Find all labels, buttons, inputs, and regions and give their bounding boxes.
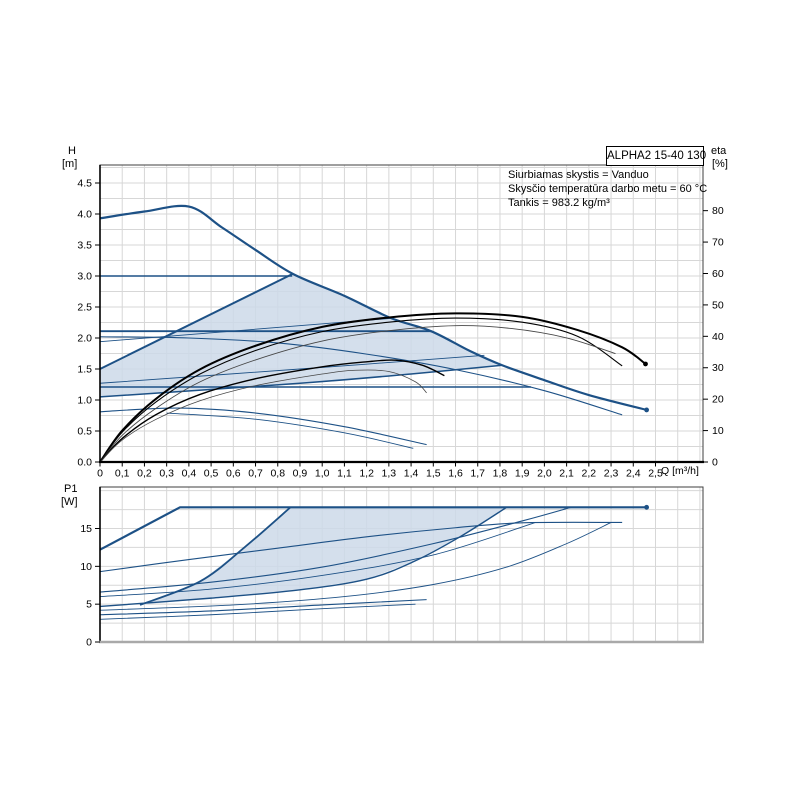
y-left-tick-label: 4.0 (77, 208, 92, 220)
x-tick-label: 0,1 (115, 468, 130, 480)
x-tick-label: 0 (97, 468, 103, 480)
y-left-tick-label: 3.5 (77, 239, 92, 251)
y-left-tick-label: 2.0 (77, 332, 92, 344)
max-speed-curve-end-marker (644, 407, 650, 413)
y-left-tick-label: 0.5 (77, 425, 92, 437)
y-left-tick-label: 4.5 (77, 177, 92, 189)
eta-curve-3 (99, 325, 616, 463)
x-tick-label: 1,2 (359, 468, 374, 480)
y-left-tick-label: 10 (80, 561, 92, 573)
x-tick-label: 2,5 (648, 468, 663, 480)
y-right-tick-label: 50 (712, 299, 724, 311)
info-line-liquid: Siurbiamas skystis = Vanduo (508, 169, 649, 181)
y-left-tick-label: 3.0 (77, 270, 92, 282)
info-line-density: Tankis = 983.2 kg/m³ (508, 197, 610, 209)
h-axis-title: H (68, 145, 76, 157)
max-speed-curve (99, 204, 647, 411)
q-axis-label: Q [m³/h] (661, 465, 699, 477)
qh-eta-chart-group: 0 0,1 0,2 0,3 0,4 0,5 0,6 0,7 0,8 0,9 1,0 1,1 1,2 1,3… (77, 164, 724, 480)
p1-const-pressure-3 (99, 506, 572, 593)
p1-autoadapt-bottom (99, 506, 507, 608)
y-left-tick-label: 15 (80, 523, 92, 535)
x-tick-label: 0,8 (270, 468, 285, 480)
p1-speed-2 (99, 521, 623, 573)
eta-curve-mid (99, 359, 445, 463)
y-right-tick-label: 80 (712, 205, 724, 217)
p1-max-speed (99, 506, 647, 551)
x-tick-label: 1,1 (337, 468, 352, 480)
x-tick-label: 0,2 (137, 468, 152, 480)
x-tick-label: 0,4 (182, 468, 197, 480)
x-tick-label: 0,3 (159, 468, 174, 480)
eta-curve-low (99, 369, 427, 463)
p1-max-speed-end-marker (644, 504, 650, 510)
x-tick-label: 1,0 (315, 468, 330, 480)
x-tick-label: 1,3 (382, 468, 397, 480)
y-right-tick-label: 0 (712, 457, 718, 469)
x-tick-label: 2,2 (582, 468, 597, 480)
x-tick-label: 1,6 (448, 468, 463, 480)
y-left-tick-label: 0.0 (77, 457, 92, 469)
x-tick-label: 1,8 (493, 468, 508, 480)
y-right-tick-label: 70 (712, 237, 724, 249)
y-right-tick-label: 60 (712, 268, 724, 280)
x-tick-label: 0,7 (248, 468, 263, 480)
p1-axis-title: P1 (64, 483, 78, 495)
x-tick-label: 1,7 (470, 468, 485, 480)
eta-curve-1 (99, 312, 647, 463)
p1-chart-group: 0 5 10 15 (80, 486, 704, 649)
liquid-info-block: Siurbiamas skystis = Vanduo Skysčio temp… (508, 168, 707, 210)
eta-axis-title: eta (711, 145, 727, 157)
x-tick-label: 0,6 (226, 468, 241, 480)
x-tick-label: 2,1 (559, 468, 574, 480)
y-right-tick-label: 40 (712, 331, 724, 343)
y-left-tick-label: 0 (86, 637, 92, 649)
eta-axis-unit: [%] (712, 158, 728, 170)
p1-speed-1b (99, 603, 416, 620)
y-left-tick-label: 5 (86, 599, 92, 611)
x-tick-label: 0,9 (293, 468, 308, 480)
p1-speed-1a (99, 599, 427, 616)
y-left-tick-label: 1.5 (77, 363, 92, 375)
pump-name-box: ALPHA2 15-40 130 (606, 146, 707, 166)
pump-name: ALPHA2 15-40 130 (607, 150, 707, 162)
operating-range-shade (100, 274, 503, 397)
x-tick-label: 2,0 (537, 468, 552, 480)
prop-pressure-mid (99, 354, 485, 384)
p1-autoadapt-top (139, 506, 292, 606)
x-tick-label: 1,4 (404, 468, 419, 480)
speed-2-curve (99, 336, 623, 416)
y-right-tick-label: 10 (712, 425, 724, 437)
p1-axis-unit: [W] (61, 496, 78, 508)
y-right-tick-label: 30 (712, 362, 724, 374)
y-right-tick-label: 20 (712, 394, 724, 406)
y-left-tick-label: 1.0 (77, 394, 92, 406)
x-tick-label: 1,9 (515, 468, 530, 480)
p1-aux-curve (99, 522, 612, 611)
speed-1-curve-b (166, 412, 414, 449)
prop-pressure-max (99, 273, 293, 370)
h-axis-unit: [m] (62, 158, 78, 170)
info-line-temperature: Skysčio temperatūra darbo metu = 60 °C (508, 183, 708, 195)
x-tick-label: 0,5 (204, 468, 219, 480)
eta-curve-1-end-marker (643, 361, 648, 367)
x-tick-label: 2,4 (626, 468, 641, 480)
eta-curve-2 (99, 317, 623, 463)
y-left-tick-label: 2.5 (77, 301, 92, 313)
x-tick-label: 2,3 (604, 468, 619, 480)
x-tick-label: 1,5 (426, 468, 441, 480)
